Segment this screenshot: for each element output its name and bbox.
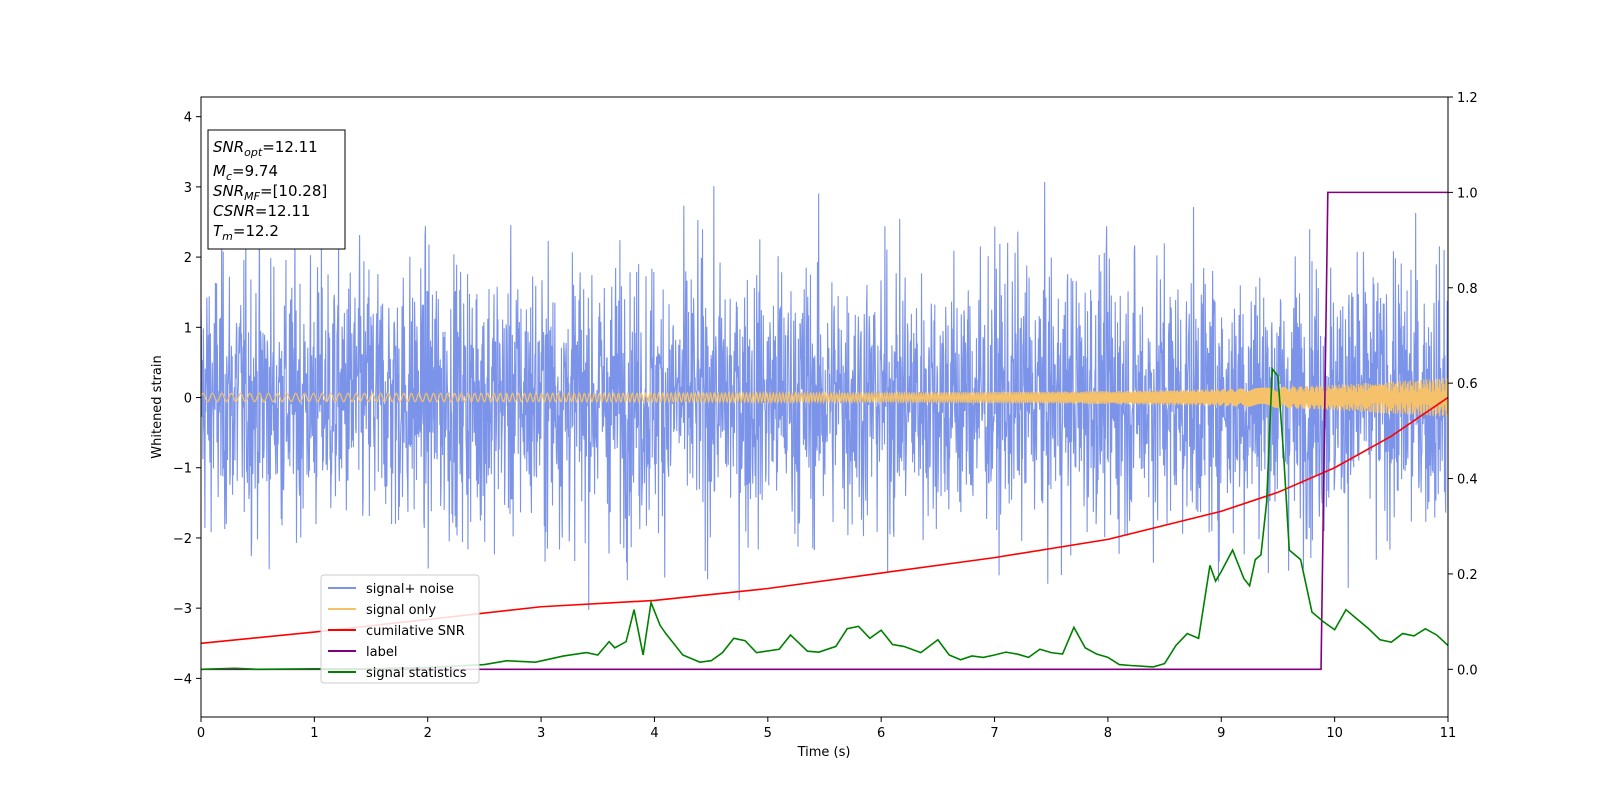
legend-frame — [320, 574, 480, 684]
y-tick-label: 1 — [184, 321, 192, 336]
x-tick-label: 10 — [1326, 726, 1343, 741]
annotation-line: CSNR=12.11 — [213, 202, 310, 220]
y-tick-label: −1 — [173, 462, 192, 477]
x-axis-title: Time (s) — [797, 745, 851, 760]
legend-label: cumilative SNR — [366, 624, 465, 639]
x-tick-label: 1 — [310, 726, 318, 741]
y-axis-title: Whitened strain — [150, 355, 165, 458]
annotation-line: Tm=12.2 — [213, 222, 279, 243]
x-axis: 0 1 2 3 4 5 6 7 8 9 10 11 — [197, 717, 1456, 741]
y-tick-label: −3 — [173, 602, 192, 617]
y2-tick-label: 0.8 — [1457, 282, 1478, 297]
x-tick-label: 3 — [537, 726, 545, 741]
x-tick-label: 9 — [1217, 726, 1225, 741]
annotation-line: SNRMF=[10.28] — [213, 182, 327, 203]
legend: signal+ noise signal only cumilative SNR la… — [320, 574, 480, 684]
series-signal-noise-line — [201, 181, 1448, 610]
x-tick-label: 2 — [424, 726, 432, 741]
legend-label: signal only — [366, 603, 436, 618]
x-tick-label: 8 — [1104, 726, 1112, 741]
legend-label: label — [366, 645, 397, 660]
y-tick-label: 0 — [184, 392, 192, 407]
x-tick-label: 7 — [990, 726, 998, 741]
y-tick-label: 3 — [184, 181, 192, 196]
annotation-line: Mc=9.74 — [213, 162, 278, 183]
y2-tick-label: 0.2 — [1457, 568, 1478, 583]
y-axis-left: −4 −3 −2 −1 0 1 2 3 4 — [173, 111, 201, 687]
series-signal-only-line — [201, 378, 1448, 417]
y2-tick-label: 0.0 — [1457, 663, 1478, 678]
x-tick-label: 4 — [650, 726, 658, 741]
y-tick-label: 2 — [184, 251, 192, 266]
legend-label: signal+ noise — [366, 582, 454, 597]
y-tick-label: 4 — [184, 111, 192, 126]
annotation-frame — [207, 129, 346, 250]
x-tick-label: 6 — [877, 726, 885, 741]
x-tick-label: 11 — [1440, 726, 1457, 741]
y-axis-right: 0.0 0.2 0.4 0.6 0.8 1.0 1.2 — [1448, 91, 1478, 678]
series-label-line — [201, 191, 1448, 671]
annotation-line: SNRopt=12.11 — [213, 138, 318, 159]
info-annotation-box: SNRopt=12.11 Mc=9.74SNRMF=[10.28]CSNR=12.… — [207, 129, 346, 250]
y2-tick-label: 1.0 — [1457, 186, 1478, 201]
series-signal-statistics-line — [201, 366, 1448, 671]
y-tick-label: −2 — [173, 532, 192, 547]
x-tick-label: 5 — [764, 726, 772, 741]
y2-tick-label: 0.4 — [1457, 473, 1478, 488]
y2-tick-label: 1.2 — [1457, 91, 1478, 106]
plot-frame — [200, 96, 1449, 718]
legend-label: signal statistics — [366, 666, 467, 681]
x-tick-label: 0 — [197, 726, 205, 741]
y-tick-label: −4 — [173, 672, 192, 687]
y2-tick-label: 0.6 — [1457, 377, 1478, 392]
